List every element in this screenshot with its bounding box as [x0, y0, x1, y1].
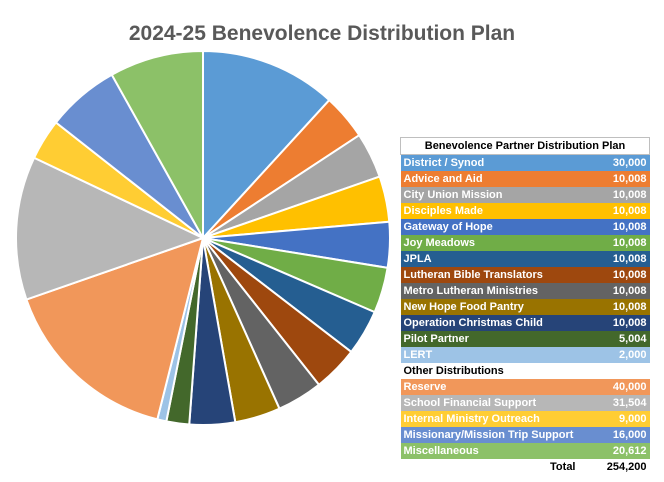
legend-label: Operation Christmas Child — [400, 315, 584, 331]
legend-label: District / Synod — [400, 154, 584, 171]
legend-value: 10,008 — [583, 235, 650, 251]
legend-row: Disciples Made 10,008 — [400, 203, 650, 219]
legend-value: 31,504 — [583, 395, 650, 411]
legend-label: School Financial Support — [400, 395, 584, 411]
legend-row: Joy Meadows 10,008 — [400, 235, 650, 251]
legend-row: City Union Mission 10,008 — [400, 187, 650, 203]
distribution-table: Benevolence Partner Distribution Plan Dis… — [400, 137, 650, 475]
total-value: 254,200 — [583, 459, 650, 475]
pie-slice-13 — [25, 236, 205, 421]
legend-label: City Union Mission — [400, 187, 584, 203]
legend-value: 10,008 — [583, 187, 650, 203]
total-row: Total 254,200 — [400, 459, 650, 475]
pie-slice-14 — [15, 156, 206, 301]
legend-label: Metro Lutheran Ministries — [400, 283, 584, 299]
legend-value: 16,000 — [583, 427, 650, 443]
legend-value: 30,000 — [583, 154, 650, 171]
legend-label: Miscellaneous — [400, 443, 584, 459]
legend-value: 10,008 — [583, 251, 650, 267]
legend-value: 40,000 — [583, 379, 650, 395]
legend-row: Missionary/Mission Trip Support 16,000 — [400, 427, 650, 443]
legend-label: Joy Meadows — [400, 235, 584, 251]
pie-slice-17 — [110, 49, 204, 242]
legend-label: Advice and Aid — [400, 171, 584, 187]
legend-value: 10,008 — [583, 283, 650, 299]
legend-value: 10,008 — [583, 203, 650, 219]
legend-label: Reserve — [400, 379, 584, 395]
section-header: Other Distributions — [400, 363, 650, 379]
legend-row: LERT 2,000 — [400, 347, 650, 363]
legend-label: Internal Ministry Outreach — [400, 411, 584, 427]
legend-row: Pilot Partner 5,004 — [400, 331, 650, 347]
legend-label: JPLA — [400, 251, 584, 267]
legend-label: Disciples Made — [400, 203, 584, 219]
table-header-row: Benevolence Partner Distribution Plan — [400, 137, 650, 155]
legend-row: Lutheran Bible Translators 10,008 — [400, 267, 650, 283]
legend-value: 5,004 — [583, 331, 650, 347]
legend-row: JPLA 10,008 — [400, 251, 650, 267]
legend-label: Missionary/Mission Trip Support — [400, 427, 584, 443]
legend-row: Internal Ministry Outreach 9,000 — [400, 411, 650, 427]
section-row: Other Distributions — [400, 363, 650, 379]
table-title: Benevolence Partner Distribution Plan — [400, 137, 650, 155]
chart-title: 2024-25 Benevolence Distribution Plan — [128, 22, 516, 45]
legend-value: 10,008 — [583, 171, 650, 187]
legend-row: Metro Lutheran Ministries 10,008 — [400, 283, 650, 299]
legend-label: Gateway of Hope — [400, 219, 584, 235]
legend-row: Operation Christmas Child 10,008 — [400, 315, 650, 331]
legend-row: Gateway of Hope 10,008 — [400, 219, 650, 235]
pie-chart — [15, 49, 391, 426]
legend-row: School Financial Support 31,504 — [400, 395, 650, 411]
legend-row: Miscellaneous 20,612 — [400, 443, 650, 459]
legend-value: 10,008 — [583, 219, 650, 235]
pie-slice-0 — [202, 49, 331, 241]
legend-label: New Hope Food Pantry — [400, 299, 584, 315]
legend-row: Reserve 40,000 — [400, 379, 650, 395]
legend-value: 2,000 — [583, 347, 650, 363]
legend-row: New Hope Food Pantry 10,008 — [400, 299, 650, 315]
legend-value: 10,008 — [583, 299, 650, 315]
legend-label: Pilot Partner — [400, 331, 584, 347]
legend-label: Lutheran Bible Translators — [400, 267, 584, 283]
legend-value: 10,008 — [583, 315, 650, 331]
legend-value: 20,612 — [583, 443, 650, 459]
legend-row: Advice and Aid 10,008 — [400, 171, 650, 187]
total-label: Total — [400, 459, 584, 475]
legend-value: 10,008 — [583, 267, 650, 283]
legend-value: 9,000 — [583, 411, 650, 427]
legend-label: LERT — [400, 347, 584, 363]
legend-row: District / Synod 30,000 — [400, 154, 650, 171]
